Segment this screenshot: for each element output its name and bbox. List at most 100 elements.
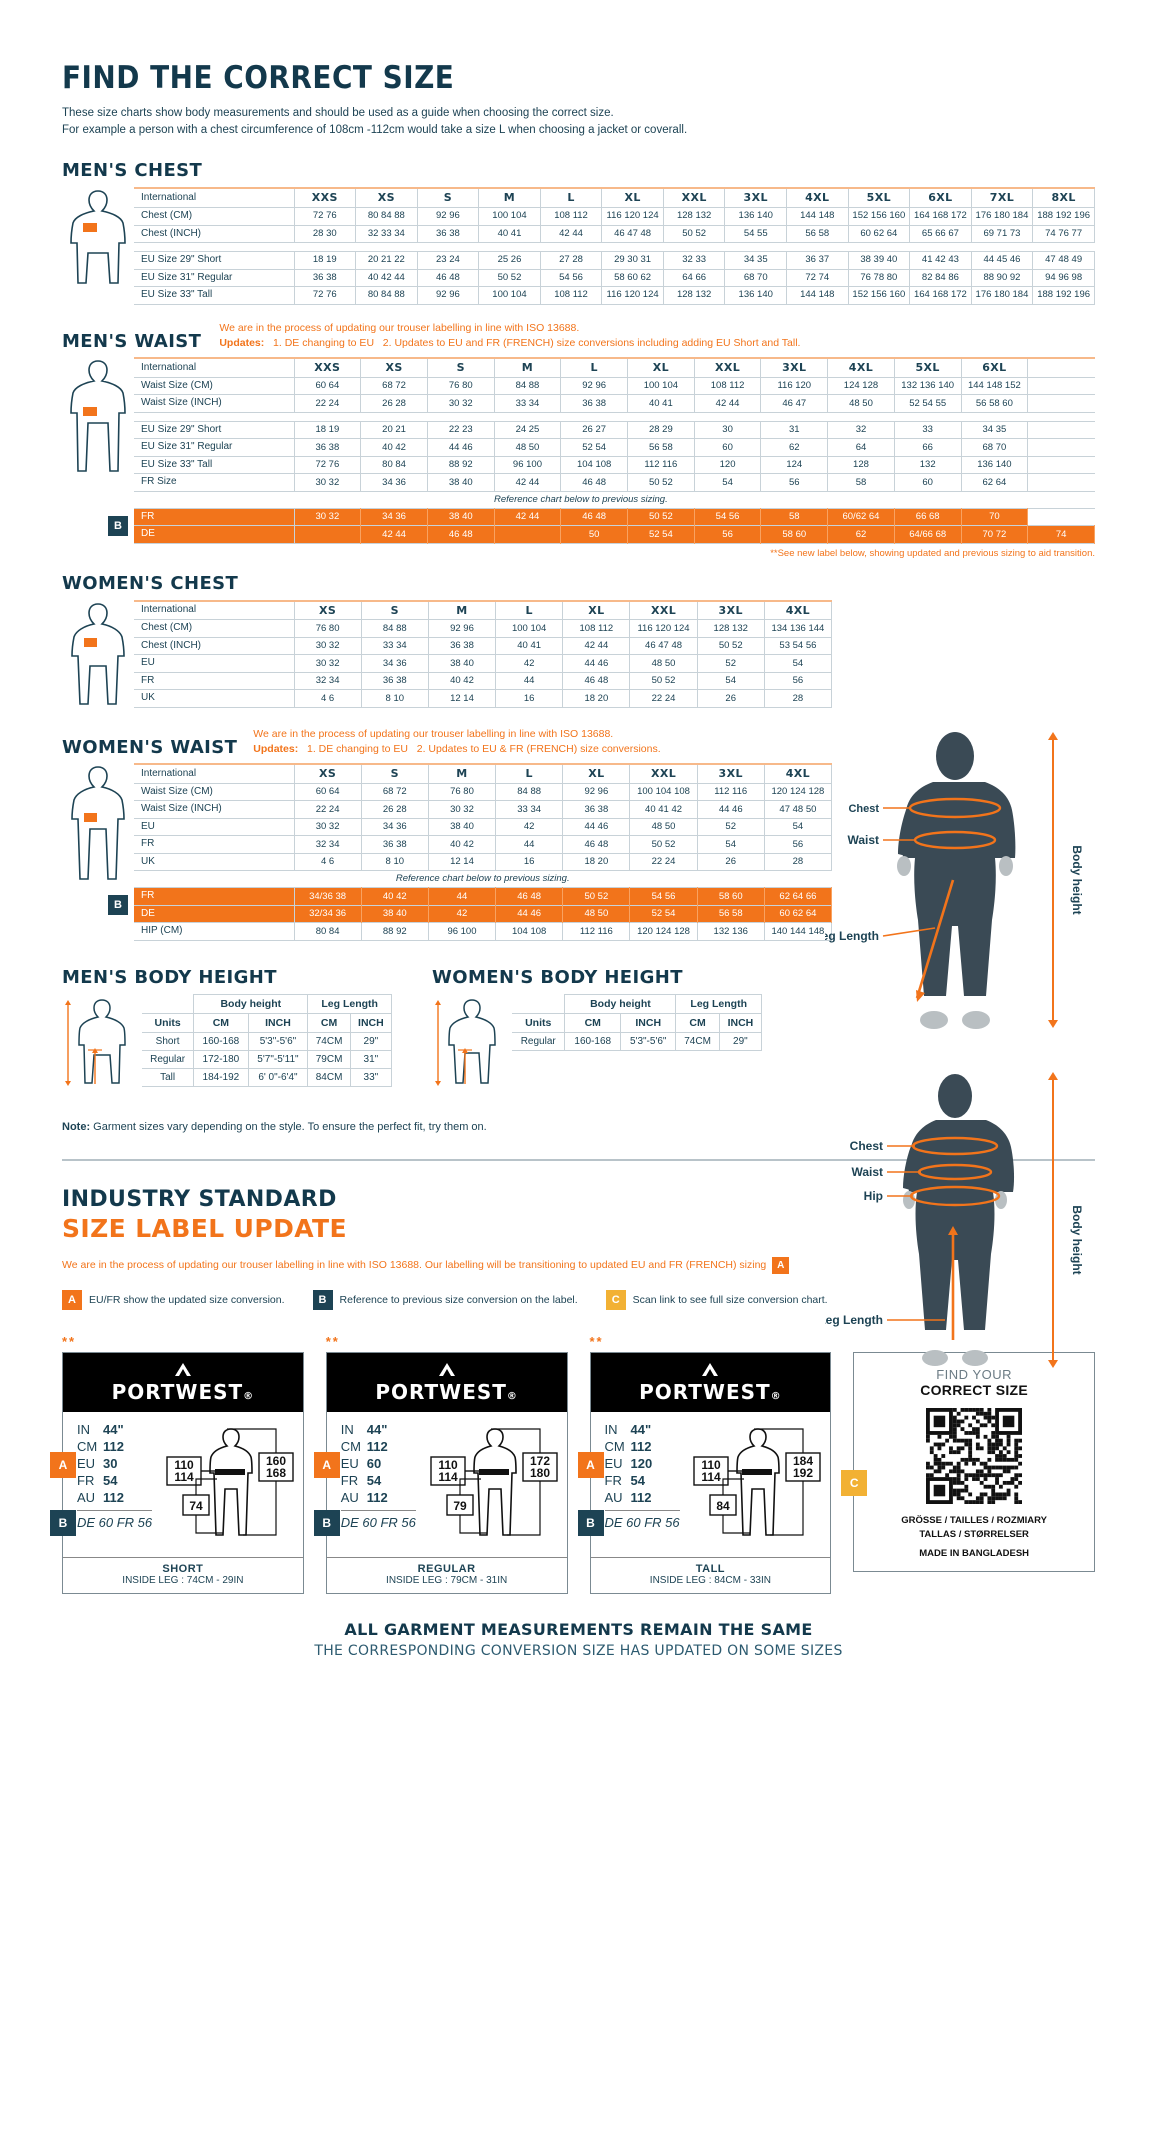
ref-note-row: Reference chart below to previous sizing… [134, 491, 1095, 509]
bh-sub-header: INCH [349, 1012, 393, 1033]
table-cell: 31 [760, 421, 829, 439]
card-size-value: 60 [366, 1456, 382, 1472]
table-cell: 44 46 [427, 438, 495, 457]
reference-cell: 60/62 64 [827, 508, 895, 526]
svg-text:114: 114 [174, 1470, 194, 1484]
table-cell: 48 50 [494, 438, 562, 457]
table-cell: 50 52 [663, 225, 726, 243]
table-cell: 36 38 [361, 672, 429, 690]
table-cell: 84 88 [494, 377, 562, 395]
card-size-key: CM [77, 1439, 98, 1454]
card-size-key: AU [340, 1490, 359, 1506]
table-cell: 32 33 [663, 251, 726, 270]
card-size-key: FR [77, 1473, 95, 1489]
card-brand-header: PORTWEST® [590, 1352, 831, 1412]
reference-cell: 34/36 38 [294, 887, 362, 906]
size-col-header: 4XL [764, 600, 833, 620]
qr-line-1: FIND YOUR [936, 1366, 1012, 1382]
table-cell: 164 168 172 [909, 207, 972, 226]
mens-waist-heading: MEN'S WAIST [62, 331, 202, 353]
portwest-logo-icon [174, 1362, 191, 1376]
table-cell: 42 [495, 818, 564, 836]
table-row: Chest (CM) 76 80 84 88 92 96 100 104 108 112 1… [134, 619, 833, 638]
bh-cell: Regular [142, 1049, 195, 1069]
badge-c: C [841, 1469, 868, 1496]
bh-sub-header: Units [512, 1012, 566, 1033]
size-col-header: XL [562, 600, 631, 620]
card-size-value: 112 [366, 1439, 388, 1454]
womens-waist-update-label: Updates: [253, 743, 299, 756]
table-row: FR 32 34 36 38 40 42 44 46 48 50 52 54 56 [134, 672, 833, 690]
reference-cell: 42 [428, 905, 497, 923]
table-cell: 50 52 [478, 269, 541, 287]
table-cell: 46 48 [417, 269, 480, 287]
table-cell: 20 21 [360, 421, 428, 439]
svg-text:180: 180 [529, 1466, 549, 1480]
table-cell: 152 156 160 [848, 286, 911, 305]
table-cell: 22 23 [427, 421, 495, 439]
table-cell: 29 30 31 [601, 251, 664, 270]
size-col-header: XS [294, 764, 362, 784]
section-divider [62, 1158, 1095, 1161]
reference-cell: 38 40 [361, 905, 429, 923]
table-cell: 44 46 [697, 800, 765, 819]
bh-group-header: Body height [193, 993, 309, 1014]
row-label: UK [134, 853, 295, 871]
table-cell: 46 47 48 [601, 225, 664, 243]
table-cell: 72 76 [294, 456, 362, 474]
table-cell: 68 72 [360, 377, 428, 395]
bh-cell: 84CM [307, 1067, 351, 1087]
legend-text: Reference to previous size conversion on… [339, 1293, 578, 1306]
bh-cell: 160-168 [564, 1031, 622, 1051]
mens-waist-update-line1: We are in the process of updating our tr… [219, 321, 580, 334]
bh-sub-header: INCH [620, 1012, 677, 1033]
reference-cell: 64/66 68 [894, 525, 962, 544]
table-cell: 96 100 [428, 922, 497, 941]
table-row: Chest (INCH) 30 32 33 34 36 38 40 41 42 44 46 … [134, 637, 833, 655]
size-col-header: XL [562, 764, 631, 784]
table-cell: 42 44 [540, 225, 603, 243]
table-cell: 47 48 49 [1032, 251, 1095, 270]
table-cell: 40 41 [495, 637, 564, 655]
table-cell: 16 [495, 853, 564, 871]
bh-cell: 184-192 [193, 1067, 249, 1087]
male-leg-label: Leg Length [825, 929, 879, 943]
reference-cell: 54 56 [694, 508, 762, 526]
table-cell: 136 140 [724, 286, 787, 305]
legend-text: EU/FR show the updated size conversion. [89, 1293, 285, 1306]
table-cell: 22 24 [629, 689, 698, 708]
bh-cell: 172-180 [193, 1049, 249, 1069]
female-hip-label: Hip [864, 1189, 883, 1203]
table-row: Chest (INCH) 28 30 32 33 34 36 38 40 41 42 44… [134, 225, 1095, 243]
card-size-value: 120 [630, 1456, 653, 1472]
table-cell: 42 [495, 654, 564, 673]
mens-chest-table-wrap: International XXS XS S M L XL XXL 3XL 4XL 5XL 6XL 7X… [134, 187, 1095, 305]
size-col-header: XXL [629, 764, 698, 784]
table-cell: 60 [694, 438, 762, 457]
card-brand: PORTWEST® [639, 1379, 782, 1404]
mens-waist-update-1: 1. DE changing to EU [273, 337, 375, 350]
badge-a: A [577, 1451, 604, 1478]
female-leg-label: Leg Length [825, 1313, 883, 1327]
qr-code[interactable] [926, 1407, 1023, 1504]
footer-line-1: ALL GARMENT MEASUREMENTS REMAIN THE SAME [344, 1619, 813, 1639]
card-de-fr: DE 60 FR 56 [340, 1509, 416, 1531]
bh-group-header-row: Body height Leg Length [512, 993, 762, 1014]
table-cell: 92 96 [562, 783, 631, 801]
table-cell: 56 [760, 473, 829, 492]
table-row: Waist Size (INCH) 22 24 26 28 30 32 33 34 36 … [134, 394, 1095, 413]
male-height-figure-icon [62, 994, 142, 1095]
table-cell: 58 60 62 [601, 269, 664, 287]
table-cell: 36 38 [361, 835, 429, 854]
table-row: FR Size 30 32 34 36 38 40 42 44 46 48 50 52 54 5… [134, 473, 1095, 492]
table-cell: 46 47 [760, 394, 829, 413]
mens-waist-footnote: **See new label below, showing updated a… [770, 547, 1095, 559]
table-cell: 164 168 172 [909, 286, 972, 305]
bh-cell: 6' 0"-6'4" [247, 1067, 309, 1087]
label-cards: ** PORTWEST® IN 44" CM 112 EU 30 FR 54 AU 112 DE 60 … [50, 1334, 1095, 1594]
reference-cell [294, 525, 362, 544]
table-cell: 56 [764, 835, 833, 854]
table-cell: 188 192 196 [1032, 207, 1095, 226]
bh-sub-header: CM [675, 1012, 720, 1033]
ref-note-row: Reference chart below to previous sizing… [134, 871, 832, 888]
